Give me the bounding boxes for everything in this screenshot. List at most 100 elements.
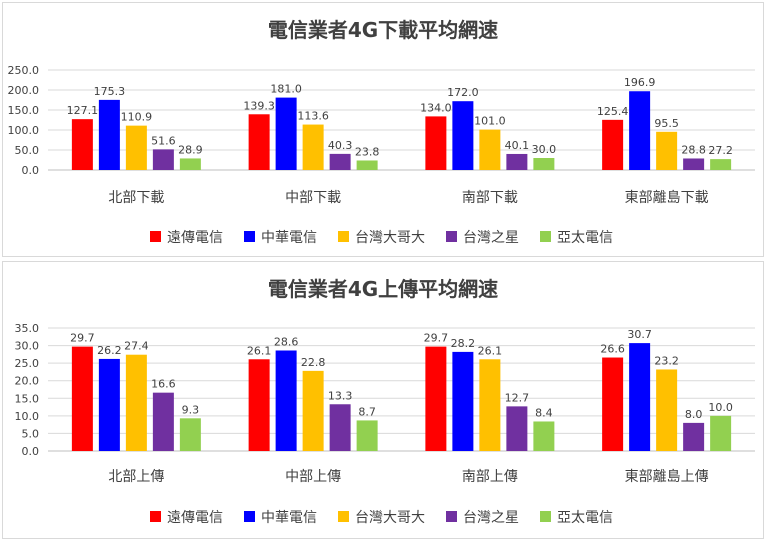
bar	[179, 418, 201, 451]
legend-swatch	[338, 231, 349, 242]
bar	[302, 370, 324, 451]
x-category-label: 中部下載	[285, 190, 341, 206]
bar	[71, 346, 93, 451]
x-category-label: 北部上傳	[108, 469, 164, 485]
bar	[629, 91, 651, 170]
bar	[425, 346, 447, 451]
legend-swatch	[150, 511, 161, 522]
y-tick-label: 50.0	[15, 144, 40, 157]
data-label: 175.3	[94, 85, 126, 98]
bar	[179, 158, 201, 170]
y-tick-label: 15.0	[15, 392, 40, 405]
bar	[71, 119, 93, 170]
bar	[329, 404, 351, 451]
data-label: 125.4	[597, 105, 629, 118]
download-speed-chart: 電信業者4G下載平均網速 0.0 50.0 100.0 150.0 200.0 250.0 1…	[8, 18, 755, 246]
bar	[356, 420, 378, 451]
bar	[248, 359, 270, 451]
legend-swatch	[540, 231, 551, 242]
data-label: 196.9	[624, 76, 656, 89]
legend-label: 台灣大哥大	[355, 230, 425, 246]
bar	[506, 406, 528, 451]
data-label: 40.3	[328, 139, 353, 152]
x-category-label: 北部下載	[108, 190, 164, 206]
data-label: 28.8	[681, 143, 706, 156]
legend-label: 遠傳電信	[167, 230, 223, 246]
data-label: 8.7	[358, 405, 376, 418]
x-category-label: 中部上傳	[285, 469, 341, 485]
bar	[452, 351, 474, 451]
data-label: 27.4	[124, 340, 149, 353]
legend-label: 中華電信	[261, 510, 317, 526]
y-tick-label: 25.0	[15, 357, 40, 370]
bar	[710, 415, 732, 451]
legend-swatch	[244, 231, 255, 242]
bar	[152, 149, 174, 170]
y-tick-label: 30.0	[15, 340, 40, 353]
upload-speed-chart: 電信業者4G上傳平均網速 0.0 5.0 10.0 15.0 20.0 25.0 30.0 35…	[15, 277, 755, 526]
legend-label: 台灣之星	[463, 510, 519, 526]
data-label: 13.3	[328, 389, 353, 402]
legend-swatch	[150, 231, 161, 242]
data-label: 110.9	[121, 111, 153, 124]
y-tick-label: 0.0	[22, 164, 40, 177]
bar	[125, 125, 147, 170]
bar	[302, 124, 324, 170]
chart-title: 電信業者4G上傳平均網速	[268, 277, 498, 301]
data-label: 27.2	[708, 144, 733, 157]
x-category-label: 南部上傳	[462, 469, 518, 485]
legend-label: 台灣之星	[463, 230, 519, 246]
bar	[479, 359, 501, 451]
data-label: 30.0	[532, 143, 557, 156]
legend-swatch	[244, 511, 255, 522]
legend-label: 遠傳電信	[167, 510, 223, 526]
y-tick-label: 35.0	[15, 322, 40, 335]
data-label: 51.6	[151, 134, 176, 147]
y-tick-label: 10.0	[15, 410, 40, 423]
legend-swatch	[446, 231, 457, 242]
legend-label: 亞太電信	[557, 230, 613, 246]
data-label: 95.5	[654, 117, 679, 130]
bar	[452, 101, 474, 170]
x-category-label: 東部離島下載	[625, 189, 709, 206]
bar	[629, 343, 651, 451]
bar	[656, 131, 678, 170]
bar	[710, 159, 732, 170]
bar	[533, 158, 555, 170]
bar	[125, 354, 147, 451]
data-label: 101.0	[474, 115, 506, 128]
download-chart-panel: 電信業者4G下載平均網速 0.0 50.0 100.0 150.0 200.0 250.0 1…	[2, 2, 764, 257]
y-tick-label: 100.0	[8, 124, 40, 137]
y-tick-label: 0.0	[22, 445, 40, 458]
bar	[656, 369, 678, 451]
bar	[98, 358, 120, 451]
data-label: 8.4	[535, 406, 553, 419]
data-label: 26.1	[478, 344, 503, 357]
bar	[275, 97, 297, 170]
bar	[329, 153, 351, 170]
data-label: 23.2	[654, 354, 679, 367]
data-label: 26.1	[247, 344, 272, 357]
data-label: 40.1	[505, 139, 530, 152]
data-label: 12.7	[505, 391, 530, 404]
bar	[152, 392, 174, 451]
data-label: 29.7	[424, 332, 449, 345]
data-label: 172.0	[447, 86, 479, 99]
y-tick-label: 150.0	[8, 104, 40, 117]
bar	[683, 158, 705, 170]
bar	[425, 116, 447, 170]
bar	[356, 160, 378, 170]
data-label: 113.6	[297, 110, 329, 123]
legend-swatch	[338, 511, 349, 522]
bar	[602, 357, 624, 451]
data-label: 30.7	[627, 328, 652, 341]
data-label: 28.9	[178, 143, 203, 156]
bar	[248, 114, 270, 170]
data-label: 23.8	[355, 145, 380, 158]
bar	[533, 421, 555, 451]
legend-label: 台灣大哥大	[355, 510, 425, 526]
bar	[506, 153, 528, 170]
data-label: 29.7	[70, 332, 95, 345]
data-label: 16.6	[151, 378, 176, 391]
y-tick-label: 20.0	[15, 375, 40, 388]
